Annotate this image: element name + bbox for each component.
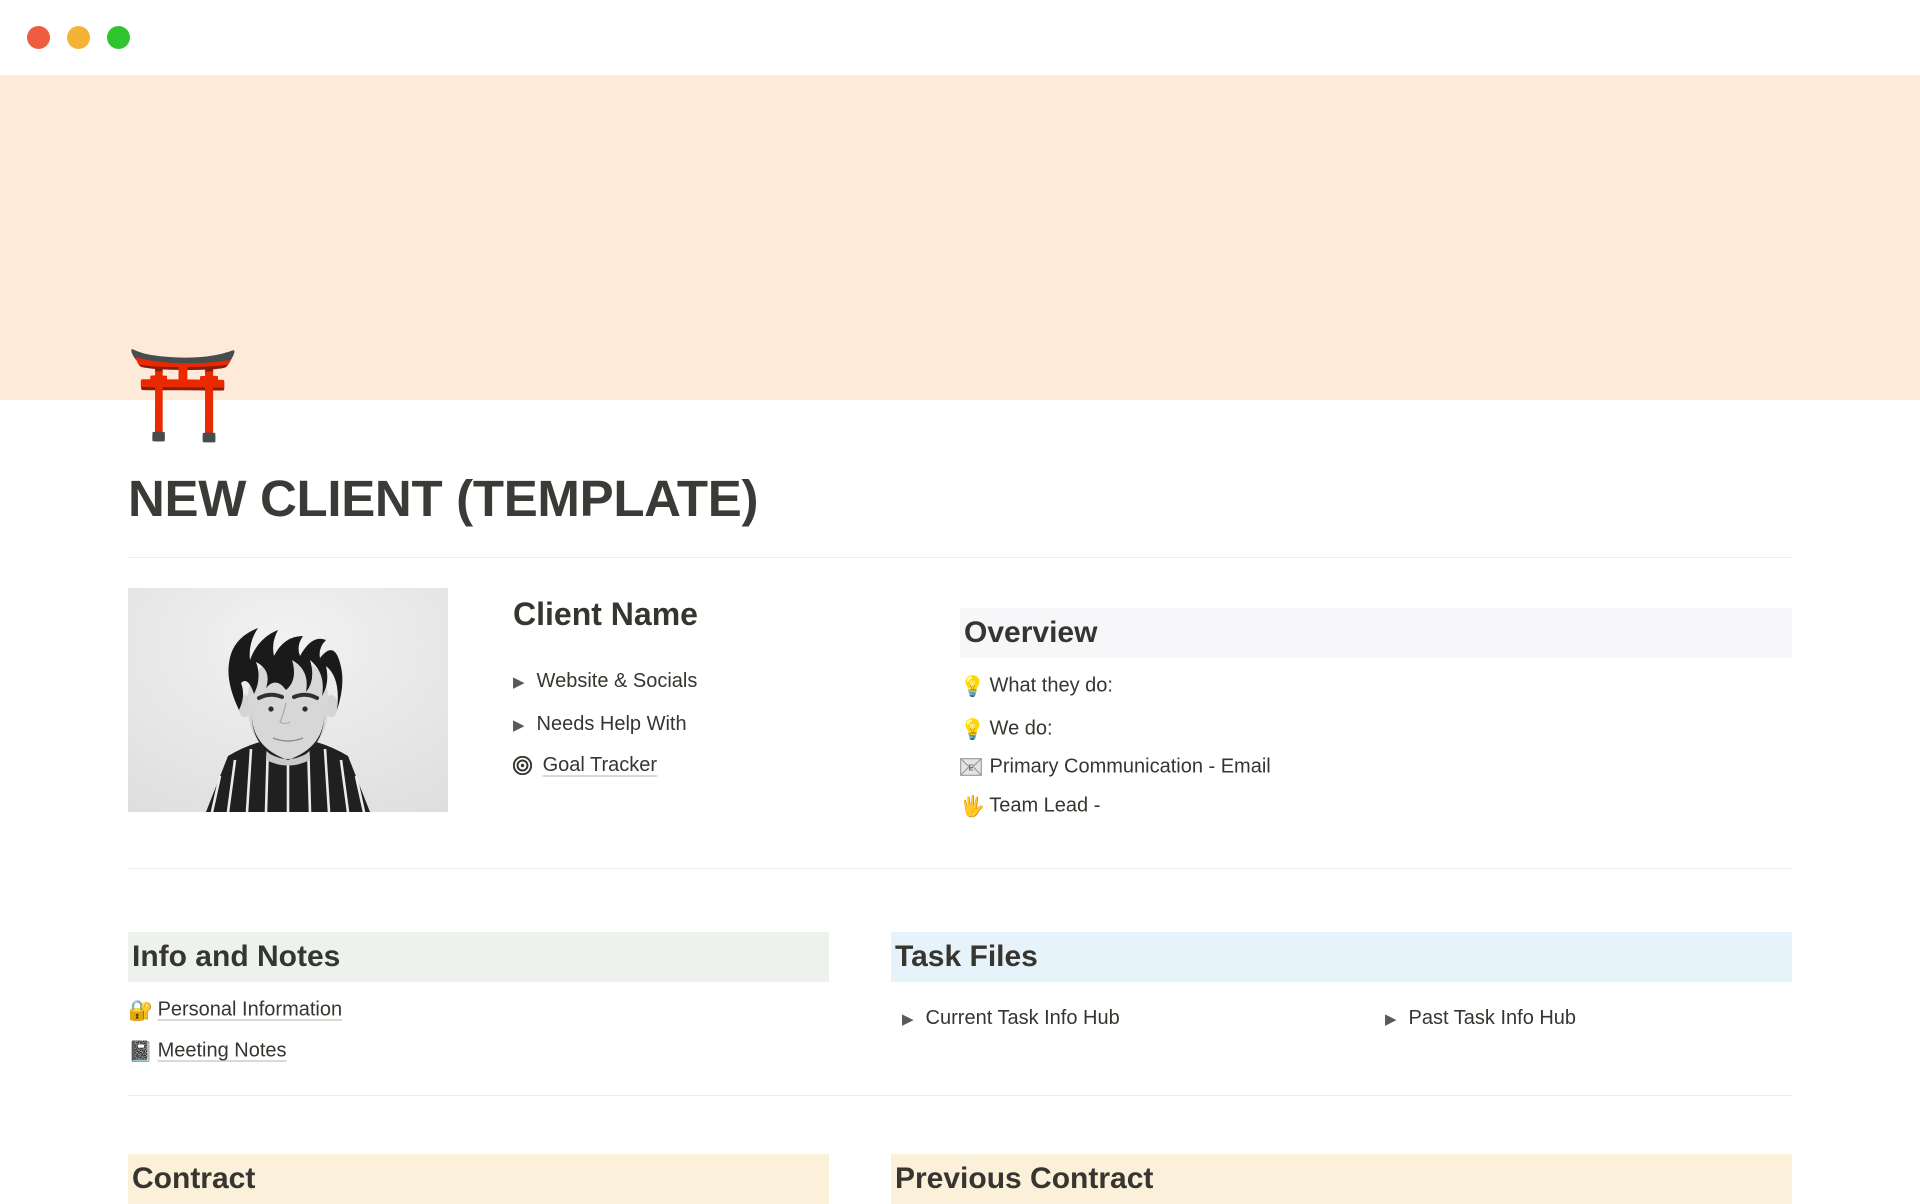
svg-text:E: E	[968, 764, 974, 773]
